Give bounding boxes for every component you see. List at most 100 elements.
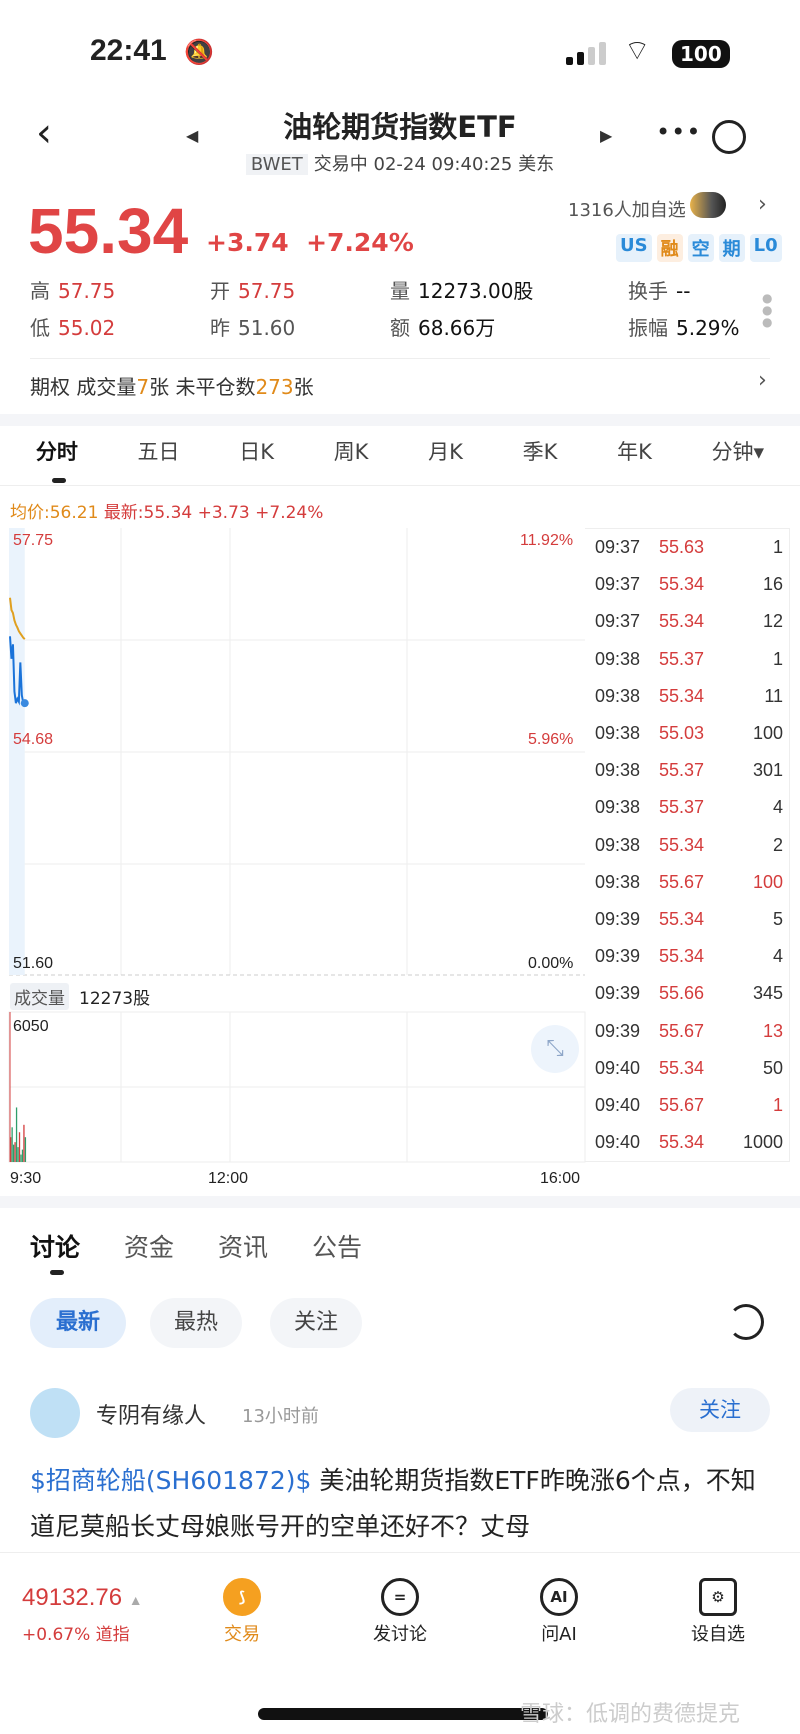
tab-intraday[interactable]: 分时 (35, 440, 78, 464)
y-pct-high: 11.92% (520, 532, 574, 549)
trade-row: 09:39 55.66 345 (595, 983, 783, 1004)
comment-icon: = (381, 1578, 419, 1616)
market-tags: US 融 空 期 L0 (616, 234, 782, 262)
tag-us[interactable]: US (616, 234, 652, 262)
post-content[interactable]: $招商轮船(SH601872)$ 美油轮期货指数ETF昨晚涨6个点，不知道尼莫船… (30, 1466, 756, 1541)
options-summary[interactable]: 期权 成交量7张 未平仓数273张 (30, 375, 314, 399)
y-label-mid: 54.68 (13, 731, 54, 748)
tab-monthly[interactable]: 月K (428, 440, 463, 464)
volume-bar (21, 1149, 24, 1162)
tab-capital[interactable]: 资金 (124, 1233, 175, 1262)
stat-prev-close: 昨 51.60 (210, 316, 296, 340)
previous-stock-button[interactable]: ◀ (186, 126, 199, 145)
status-text: 交易中 02-24 09:40:25 美东 (313, 154, 555, 175)
tag-level[interactable]: L0 (749, 234, 782, 262)
stat-volume: 量 12273.00股 (390, 279, 534, 303)
trade-row: 09:39 55.34 5 (595, 909, 783, 929)
watchlist-settings-icon: ⚙ (699, 1578, 737, 1616)
chevron-right-icon[interactable]: › (758, 368, 767, 393)
post-time: 13小时前 (242, 1406, 319, 1427)
watcher-avatars[interactable] (690, 192, 726, 218)
follow-button[interactable]: 关注 (670, 1388, 770, 1432)
filter-latest[interactable]: 最新 (30, 1298, 126, 1348)
search-icon[interactable] (712, 120, 746, 154)
tab-daily[interactable]: 日K (239, 440, 274, 464)
trade-row: 09:37 55.34 16 (595, 574, 783, 595)
user-avatar[interactable] (30, 1388, 80, 1438)
trade-row: 09:38 55.34 2 (595, 834, 783, 855)
chevron-right-icon[interactable]: › (758, 192, 767, 217)
y-pct-low: 0.00% (528, 955, 574, 972)
home-indicator[interactable] (258, 1708, 548, 1720)
trade-ticker-list[interactable]: 09:37 55.63 1 09:37 55.34 16 09:37 55.34 12 09:38… (585, 528, 790, 1162)
trade-row: 09:38 55.37 1 (595, 648, 783, 669)
battery-indicator: 100 (672, 40, 730, 68)
mute-bell-icon: 🔕 (184, 38, 214, 66)
fullscreen-expand-icon[interactable]: ⤡ (531, 1025, 579, 1073)
tab-announcements[interactable]: 公告 (312, 1233, 363, 1262)
next-stock-button[interactable]: ▶ (600, 126, 613, 145)
volume-bar (18, 1132, 21, 1162)
y-label-high: 57.75 (13, 532, 54, 549)
chart-tabs: 分时 五日 日K 周K 月K 季K 年K 分钟▾ (0, 436, 800, 466)
tab-news[interactable]: 资讯 (218, 1233, 269, 1262)
x-tick-1600: 16:00 (540, 1170, 581, 1187)
trade-row: 09:40 55.34 50 (595, 1057, 783, 1078)
tag-margin[interactable]: 融 (656, 234, 683, 262)
tab-minute[interactable]: 分钟▾ (711, 440, 765, 464)
filter-following[interactable]: 关注 (270, 1298, 362, 1348)
add-watchlist-button[interactable]: ⚙ 设自选 (668, 1578, 768, 1646)
ask-ai-button[interactable]: AI 问AI (509, 1578, 609, 1646)
trade-row: 09:38 55.67 100 (595, 871, 783, 892)
average-price-line (9, 597, 26, 640)
filter-hottest[interactable]: 最热 (150, 1298, 242, 1348)
watermark: 雪球：低调的费德提克 (520, 1702, 741, 1727)
volume-max-label: 6050 (13, 1018, 49, 1035)
post-discussion-button[interactable]: = 发讨论 (350, 1578, 450, 1646)
stat-turnover: 换手 -- (628, 279, 691, 303)
page-title: 油轮期货指数ETF (283, 110, 517, 144)
ai-icon: AI (540, 1578, 578, 1616)
trade-icon: ⟆ (223, 1578, 261, 1616)
tab-indicator (50, 1270, 64, 1275)
tab-quarterly[interactable]: 季K (522, 440, 558, 464)
divider (30, 358, 770, 359)
trade-row: 09:37 55.63 1 (595, 537, 783, 557)
tag-short[interactable]: 空 (687, 234, 714, 262)
volume-bar (14, 1142, 16, 1162)
current-price: 55.34 (28, 195, 189, 267)
y-pct-mid: 5.96% (528, 731, 574, 748)
wifi-icon: ︎⌔ (624, 34, 651, 67)
dow-index-value[interactable]: 49132.76 ▲ (22, 1584, 143, 1611)
stat-open: 开 57.75 (210, 279, 296, 303)
more-icon[interactable]: ••• (656, 118, 702, 146)
intraday-chart[interactable] (0, 0, 800, 1200)
user-name[interactable]: 专阴有缘人 (96, 1404, 207, 1429)
trade-row: 09:37 55.34 12 (595, 611, 783, 632)
status-time: 22:41 (90, 34, 167, 67)
tab-weekly[interactable]: 周K (333, 440, 369, 464)
stock-link[interactable]: $招商轮船(SH601872)$ (30, 1466, 312, 1495)
watchlist-count[interactable]: 1316人加自选 (568, 200, 686, 221)
y-label-low: 51.60 (13, 955, 54, 972)
trade-row: 09:38 55.37 4 (595, 797, 783, 818)
stat-low: 低 55.02 (30, 316, 116, 340)
price-area (9, 528, 25, 975)
tag-options[interactable]: 期 (718, 234, 745, 262)
volume-bar (24, 1137, 27, 1162)
tab-discussion[interactable]: 讨论 (30, 1233, 81, 1262)
trading-status: BWET 交易中 02-24 09:40:25 美东 (0, 150, 800, 176)
tab-yearly[interactable]: 年K (617, 440, 652, 464)
refresh-icon[interactable] (728, 1304, 764, 1340)
expand-stats-icon[interactable]: ● ● ● (762, 291, 773, 329)
volume-bar (11, 1127, 13, 1162)
stat-amplitude: 振幅 5.29% (628, 316, 740, 340)
back-button[interactable]: ‹ (36, 110, 52, 156)
price-line (9, 636, 25, 706)
trade-button[interactable]: ⟆ 交易 (192, 1578, 292, 1646)
trade-row: 09:38 55.03 100 (595, 723, 783, 743)
cellular-signal-icon (566, 42, 606, 65)
tab-indicator (52, 478, 66, 483)
latest-price-dot (20, 699, 29, 708)
tab-5day[interactable]: 五日 (137, 440, 180, 464)
